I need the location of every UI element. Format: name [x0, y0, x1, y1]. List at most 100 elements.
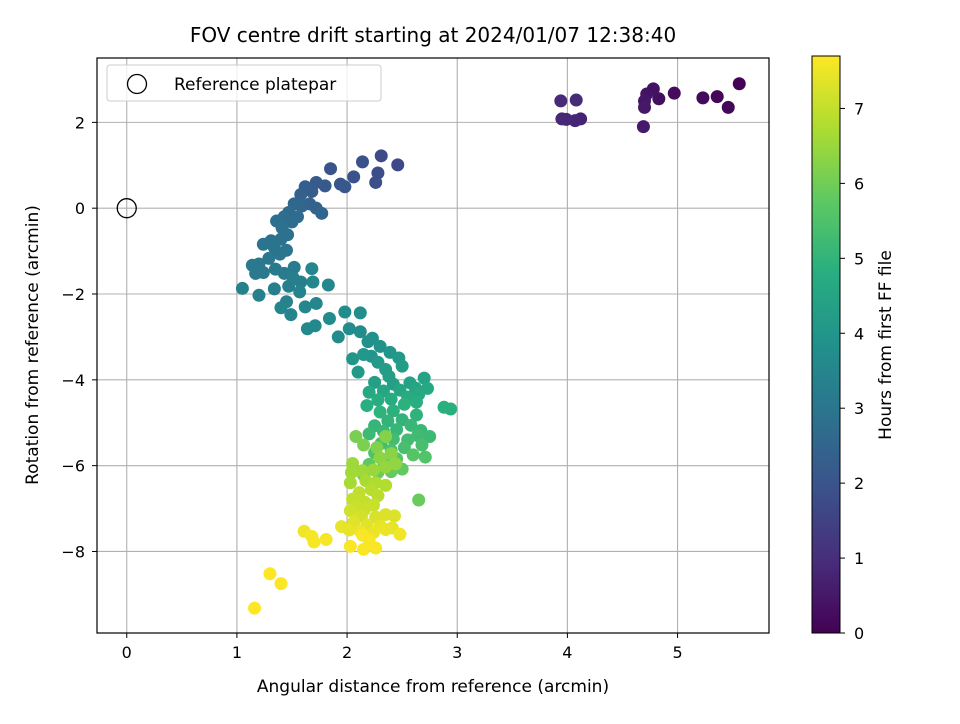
data-point [404, 418, 418, 432]
data-point [338, 180, 352, 194]
colorbar-tick-label: 2 [854, 474, 864, 493]
data-point [732, 77, 746, 91]
data-point [309, 296, 323, 310]
data-point [418, 450, 432, 464]
x-tick-label: 2 [342, 643, 352, 662]
data-point [369, 175, 383, 189]
colorbar-tick-label: 0 [854, 624, 864, 643]
data-point [373, 405, 387, 419]
data-point [353, 306, 367, 320]
data-point [273, 247, 287, 261]
data-point [379, 460, 393, 474]
data-point [368, 375, 382, 389]
x-tick-label: 0 [122, 643, 132, 662]
data-point [307, 535, 321, 549]
data-point [415, 438, 429, 452]
colorbar-label: Hours from first FF file [876, 250, 896, 440]
chart-title: FOV centre drift starting at 2024/01/07 … [190, 23, 676, 47]
data-point [274, 301, 288, 315]
x-tick-label: 1 [232, 643, 242, 662]
data-point [343, 476, 357, 490]
data-point [343, 539, 357, 553]
data-point [343, 504, 357, 518]
data-point [636, 120, 650, 134]
data-point [696, 91, 710, 105]
y-tick-label: −4 [61, 371, 85, 390]
data-point [355, 155, 369, 169]
data-point [397, 397, 411, 411]
data-point [386, 404, 400, 418]
data-point [638, 100, 652, 114]
y-tick-label: 2 [75, 113, 85, 132]
data-point [381, 414, 395, 428]
data-point [351, 365, 365, 379]
y-tick-label: 0 [75, 199, 85, 218]
plot-frame [96, 57, 770, 634]
data-point [235, 281, 249, 295]
data-point [294, 187, 308, 201]
colorbar-gradient [811, 55, 841, 634]
data-point [298, 300, 312, 314]
data-point [379, 429, 393, 443]
data-point [389, 457, 403, 471]
data-point [362, 427, 376, 441]
y-axis-label: Rotation from reference (arcmin) [23, 205, 43, 485]
data-point [710, 90, 724, 104]
data-point [384, 447, 398, 461]
data-point [387, 509, 401, 523]
data-point [262, 251, 276, 265]
data-point [284, 308, 298, 322]
data-point [263, 567, 277, 581]
data-point [362, 385, 376, 399]
data-point [324, 162, 338, 176]
data-point [342, 322, 356, 336]
data-points [116, 77, 746, 615]
data-point [391, 158, 405, 172]
x-tick-label: 3 [452, 643, 462, 662]
data-point [355, 464, 369, 478]
data-point [667, 86, 681, 100]
data-point [319, 532, 333, 546]
data-point [361, 335, 375, 349]
colorbar: 0 1 2 3 4 5 6 7 Hours from first FF file [811, 55, 896, 643]
data-point [331, 330, 345, 344]
data-point [322, 311, 336, 325]
data-point [267, 282, 281, 296]
data-point [423, 429, 437, 443]
data-point [306, 275, 320, 289]
data-point [409, 408, 423, 422]
data-point [321, 278, 335, 292]
x-tick-label: 4 [562, 643, 572, 662]
data-point [256, 266, 270, 280]
data-point [409, 395, 423, 409]
colorbar-tick-label: 4 [854, 324, 864, 343]
colorbar-tick-label: 3 [854, 399, 864, 418]
data-point [406, 448, 420, 462]
data-point [412, 493, 426, 507]
data-point [569, 93, 583, 107]
data-point [338, 305, 352, 319]
data-point [248, 601, 262, 615]
data-point [367, 463, 381, 477]
data-point [357, 542, 371, 556]
data-point [554, 94, 568, 108]
data-point [353, 325, 367, 339]
legend-marker [126, 73, 148, 95]
colorbar-ticks: 0 1 2 3 4 5 6 7 [840, 99, 864, 643]
data-point [373, 339, 387, 353]
data-point [274, 577, 288, 591]
data-point [384, 392, 398, 406]
x-axis: 0 1 2 3 4 5 [122, 633, 683, 662]
data-point [357, 438, 371, 452]
data-point [294, 275, 308, 289]
data-point [305, 262, 319, 276]
data-point [347, 170, 361, 184]
y-tick-label: −6 [61, 457, 85, 476]
data-point [252, 288, 266, 302]
data-point [395, 359, 409, 373]
data-point [293, 285, 307, 299]
data-point [256, 237, 270, 251]
data-point [652, 92, 666, 106]
data-point [346, 352, 360, 366]
data-point [342, 523, 356, 537]
